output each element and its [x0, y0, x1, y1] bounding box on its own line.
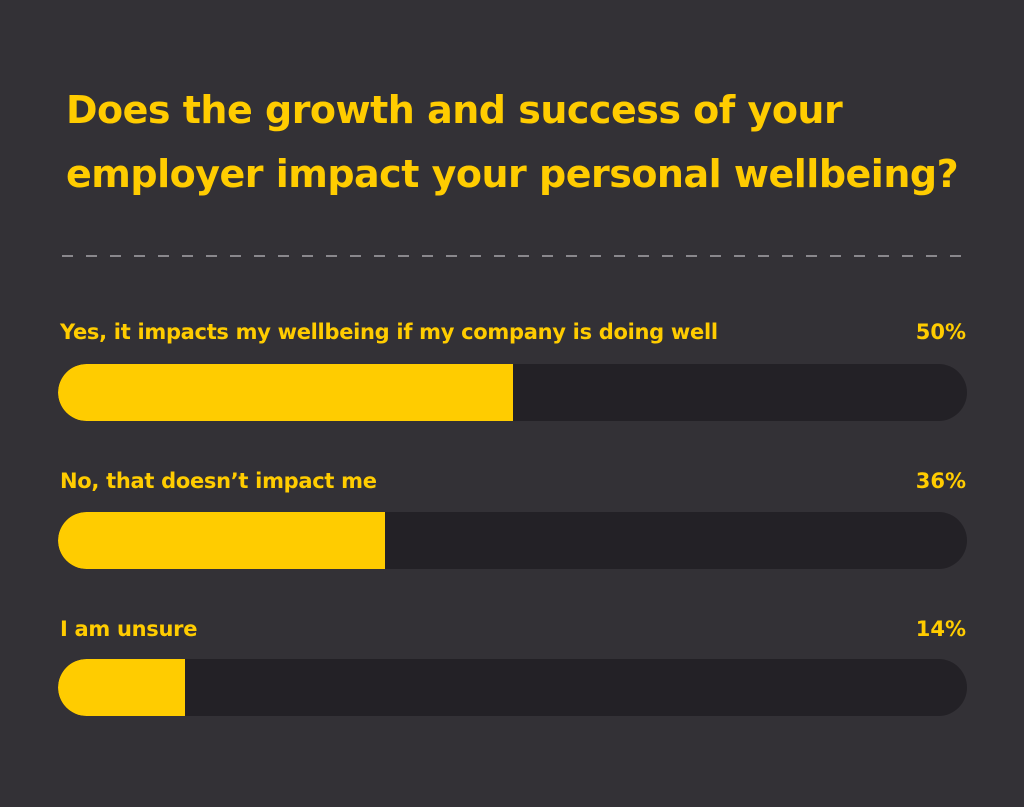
bar-track	[58, 512, 967, 569]
bar	[58, 659, 185, 716]
bar-track	[58, 659, 967, 716]
bar-track	[58, 364, 967, 421]
data-label: 14%	[915, 617, 966, 641]
chart-title-line-2: employer impact your personal wellbeing?	[66, 152, 959, 196]
category-label: I am unsure	[60, 617, 198, 641]
data-label: 50%	[915, 320, 966, 344]
chart-title-line-1: Does the growth and success of your	[66, 88, 843, 132]
bar	[58, 364, 513, 421]
category-label: Yes, it impacts my wellbeing if my compa…	[60, 320, 718, 344]
chart-title: Does the growth and success of your empl…	[66, 78, 986, 206]
category-label: No, that doesn’t impact me	[60, 469, 377, 493]
data-label: 36%	[915, 469, 966, 493]
bar	[58, 512, 385, 569]
